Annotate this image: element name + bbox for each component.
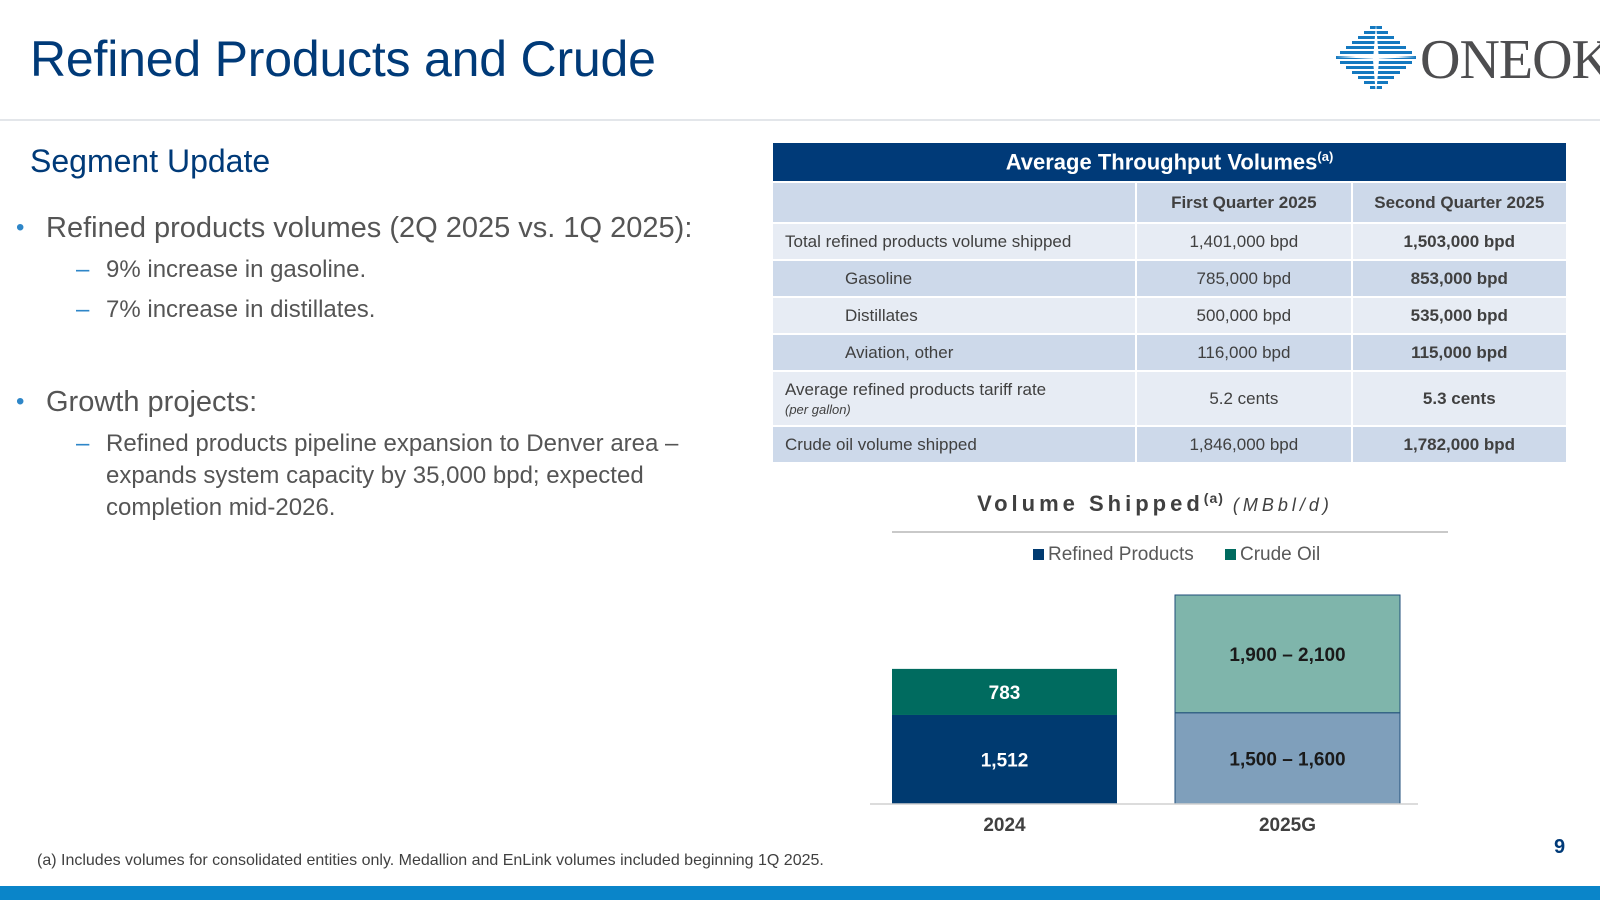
bullet-item: • Growth projects: — [16, 384, 736, 420]
bullet-text: Growth projects: — [46, 386, 258, 418]
sub-bullet-text: 7% increase in distillates. — [106, 296, 376, 323]
row-label: Aviation, other — [770, 333, 1138, 372]
legend-swatch-refined — [1033, 549, 1044, 560]
data-label: 1,512 — [981, 750, 1029, 771]
company-logo: ONEOK — [1336, 24, 1600, 98]
column-header: Second Quarter 2025 — [1350, 181, 1569, 224]
row-label: Distillates — [770, 296, 1138, 335]
cell-q2: 853,000 bpd — [1350, 259, 1569, 298]
table-row: Distillates 500,000 bpd 535,000 bpd — [770, 296, 1569, 335]
cell-q2: 1,503,000 bpd — [1350, 222, 1569, 261]
x-tick-label: 2025G — [1259, 815, 1316, 836]
legend-swatch-crude — [1225, 549, 1236, 560]
row-label: Total refined products volume shipped — [770, 222, 1138, 261]
data-label: 783 — [989, 683, 1021, 704]
row-label: Gasoline — [770, 259, 1138, 298]
logo-wordmark: ONEOK — [1420, 29, 1600, 91]
cell-q1: 500,000 bpd — [1135, 296, 1353, 335]
row-sublabel: (per gallon) — [785, 402, 851, 417]
row-label-text: Average refined products tariff rate — [785, 380, 1047, 399]
data-label: 1,500 – 1,600 — [1229, 749, 1345, 770]
chart-title: Volume Shipped(a) (MBbl/d) — [977, 490, 1333, 516]
bar-crude — [1174, 594, 1401, 714]
page-title: Refined Products and Crude — [30, 31, 656, 87]
segment-title: Segment Update — [30, 143, 271, 179]
cell-q1: 5.2 cents — [1135, 370, 1353, 427]
chart-title-text: Volume Shipped — [977, 491, 1204, 516]
table-row: Total refined products volume shipped 1,… — [770, 222, 1569, 261]
page-number: 9 — [1554, 836, 1566, 858]
bar-refined — [892, 714, 1117, 804]
dash-icon: – — [76, 256, 90, 283]
cell-q2: 5.3 cents — [1350, 370, 1569, 427]
sub-bullet-item: – 9% increase in gasoline. — [16, 254, 736, 286]
volume-chart: Volume Shipped(a) (MBbl/d) Refined Produc… — [870, 485, 1460, 845]
table-row: Aviation, other 116,000 bpd 115,000 bpd — [770, 333, 1569, 372]
column-header — [770, 181, 1138, 224]
cell-q2: 1,782,000 bpd — [1350, 425, 1569, 464]
dash-icon: – — [76, 296, 90, 323]
sub-bullet-item: – 7% increase in distillates. — [16, 294, 736, 326]
table-title-text: Average Throughput Volumes — [1005, 149, 1318, 175]
table-row: Gasoline 785,000 bpd 853,000 bpd — [770, 259, 1569, 298]
x-tick-label: 2024 — [983, 815, 1026, 836]
bullet-icon: • — [16, 214, 25, 241]
cell-q1: 1,401,000 bpd — [1135, 222, 1353, 261]
bullet-item: • Refined products volumes (2Q 2025 vs. … — [16, 210, 736, 246]
cell-q1: 785,000 bpd — [1135, 259, 1353, 298]
table-title: Average Throughput Volumes(a) — [771, 141, 1568, 183]
table-title-footnote-mark: (a) — [1317, 148, 1334, 164]
chart-title-footnote-mark: (a) — [1204, 490, 1224, 506]
cell-q1: 116,000 bpd — [1135, 333, 1353, 372]
row-label: Crude oil volume shipped — [770, 425, 1138, 464]
sub-bullet-item: – Refined products pipeline expansion to… — [16, 428, 688, 524]
bullet-text: Refined products volumes (2Q 2025 vs. 1Q… — [46, 212, 693, 244]
table-row: Crude oil volume shipped 1,846,000 bpd 1… — [770, 425, 1569, 464]
header-divider — [0, 119, 1600, 121]
cell-q2: 115,000 bpd — [1350, 333, 1569, 372]
footer-bar — [0, 886, 1600, 900]
bar-refined — [1174, 712, 1401, 805]
legend-label-refined: Refined Products — [1048, 544, 1194, 565]
chart-svg: Volume Shipped(a) (MBbl/d) Refined Produc… — [870, 490, 1448, 836]
column-header: First Quarter 2025 — [1135, 181, 1353, 224]
diamond-icon — [1336, 24, 1416, 96]
sub-bullet-text: Refined products pipeline expansion to D… — [106, 430, 679, 521]
throughput-table: Average Throughput Volumes(a) First Quar… — [770, 141, 1569, 464]
footnote: (a) Includes volumes for consolidated en… — [37, 852, 824, 869]
legend-label-crude: Crude Oil — [1240, 544, 1320, 565]
table-row: Average refined products tariff rate (pe… — [770, 370, 1569, 427]
bullet-icon: • — [16, 388, 25, 415]
sub-bullet-text: 9% increase in gasoline. — [106, 256, 367, 283]
segment-bullets: • Refined products volumes (2Q 2025 vs. … — [16, 210, 736, 524]
chart-unit: (MBbl/d) — [1224, 495, 1333, 515]
bar-crude — [892, 668, 1117, 715]
data-label: 1,900 – 2,100 — [1229, 645, 1345, 666]
cell-q2: 535,000 bpd — [1350, 296, 1569, 335]
dash-icon: – — [76, 430, 90, 457]
cell-q1: 1,846,000 bpd — [1135, 425, 1353, 464]
row-label: Average refined products tariff rate (pe… — [770, 370, 1138, 427]
